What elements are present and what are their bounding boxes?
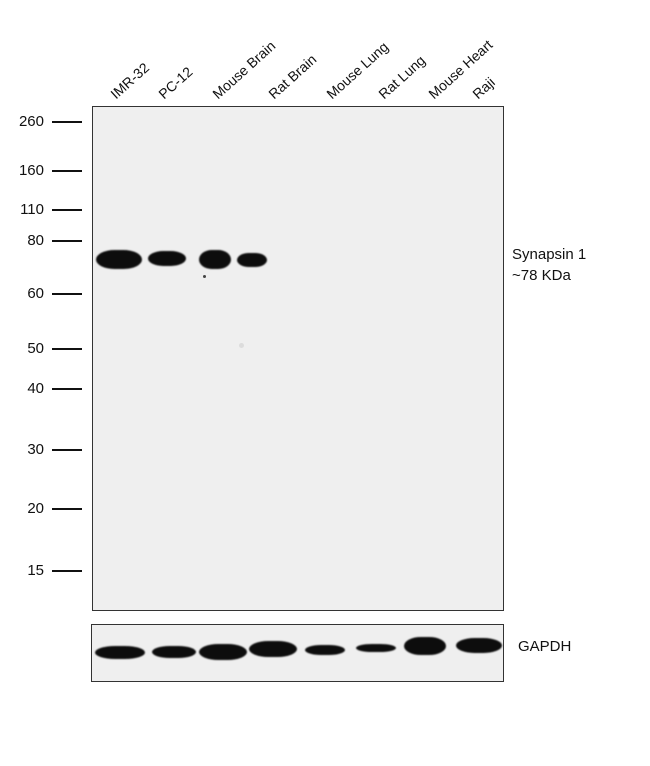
- marker-tick: [52, 449, 82, 451]
- marker-tick: [52, 121, 82, 123]
- gapdh-band-mouse-heart: [404, 637, 446, 655]
- loading-control-label: GAPDH: [518, 638, 572, 655]
- marker-label: 80: [27, 232, 44, 249]
- marker-tick: [52, 293, 82, 295]
- target-name: Synapsin 1: [512, 246, 587, 263]
- lane-label-pc12: PC-12: [155, 63, 196, 102]
- marker-label: 40: [27, 380, 44, 397]
- marker-tick: [52, 348, 82, 350]
- gapdh-band-mouse-brain: [199, 644, 247, 660]
- band-pc12: [148, 251, 186, 266]
- lane-label-imr32: IMR-32: [107, 59, 153, 102]
- marker-15: 15: [0, 562, 90, 580]
- marker-80: 80: [0, 232, 90, 250]
- band-mouse-brain: [199, 250, 231, 269]
- marker-20: 20: [0, 500, 90, 518]
- speck: [203, 275, 206, 278]
- target-size: ~78 KDa: [512, 267, 571, 284]
- marker-tick: [52, 240, 82, 242]
- marker-60: 60: [0, 285, 90, 303]
- marker-40: 40: [0, 380, 90, 398]
- marker-label: 50: [27, 340, 44, 357]
- marker-tick: [52, 170, 82, 172]
- lane-label-rat-brain: Rat Brain: [265, 51, 320, 102]
- marker-label: 110: [20, 201, 44, 218]
- lane-label-raji: Raji: [469, 73, 498, 102]
- marker-30: 30: [0, 441, 90, 459]
- marker-label: 15: [27, 562, 44, 579]
- marker-tick: [52, 388, 82, 390]
- marker-label: 60: [27, 285, 44, 302]
- marker-tick: [52, 209, 82, 211]
- gapdh-band-rat-lung: [356, 644, 396, 652]
- speck: [239, 343, 244, 348]
- gapdh-band-pc12: [152, 646, 196, 658]
- main-blot-panel: [92, 106, 504, 611]
- marker-tick: [52, 570, 82, 572]
- gapdh-blot-panel: [91, 624, 504, 682]
- marker-260: 260: [0, 113, 90, 131]
- gapdh-band-imr32: [95, 646, 145, 659]
- marker-50: 50: [0, 340, 90, 358]
- marker-label: 20: [27, 500, 44, 517]
- marker-160: 160: [0, 162, 90, 180]
- marker-label: 260: [18, 113, 44, 130]
- gapdh-band-rat-brain: [249, 641, 297, 657]
- gapdh-band-mouse-lung: [305, 645, 345, 655]
- marker-label: 30: [27, 441, 44, 458]
- gapdh-band-raji: [456, 638, 502, 653]
- marker-110: 110: [0, 201, 90, 219]
- band-rat-brain: [237, 253, 267, 267]
- band-imr32: [96, 250, 142, 269]
- marker-tick: [52, 508, 82, 510]
- lane-label-rat-lung: Rat Lung: [375, 52, 429, 102]
- marker-label: 160: [18, 162, 44, 179]
